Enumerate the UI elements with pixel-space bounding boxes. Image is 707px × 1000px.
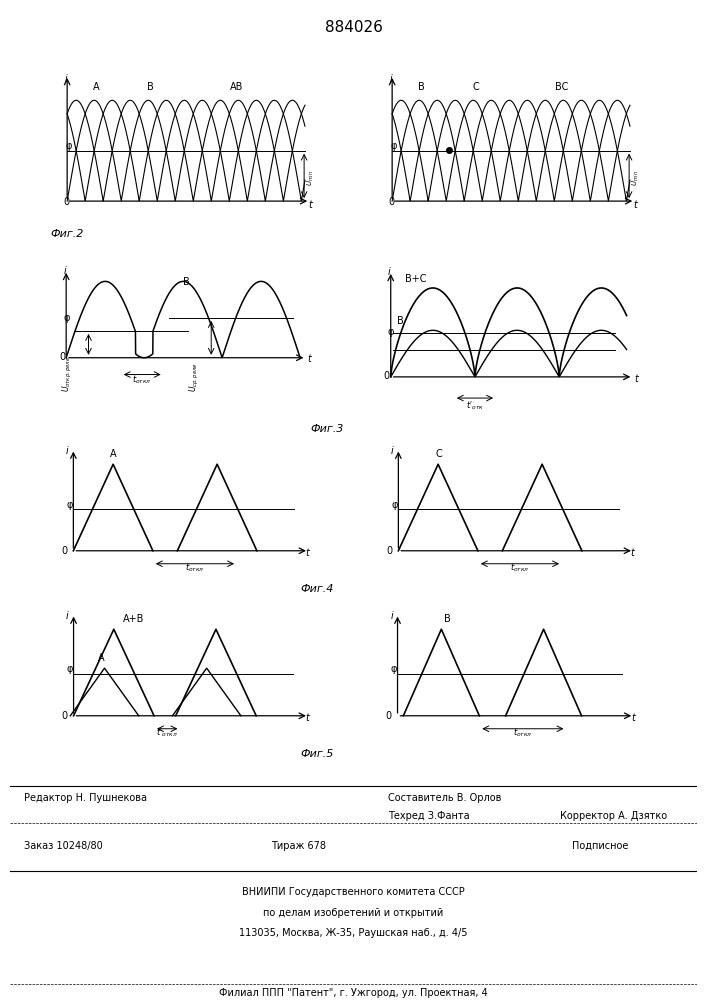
Text: 113035, Москва, Ж-35, Раушская наб., д. 4/5: 113035, Москва, Ж-35, Раушская наб., д. … <box>239 928 468 938</box>
Text: t: t <box>631 713 635 723</box>
Text: Заказ 10248/80: Заказ 10248/80 <box>24 841 103 851</box>
Text: 0: 0 <box>61 546 67 556</box>
Text: $U_{ср.реле}$: $U_{ср.реле}$ <box>188 362 201 392</box>
Text: $U_{min}$: $U_{min}$ <box>305 170 316 186</box>
Text: 884026: 884026 <box>325 20 382 35</box>
Text: C: C <box>435 449 442 459</box>
Text: φ: φ <box>390 141 397 151</box>
Text: 0: 0 <box>388 197 395 207</box>
Text: 0: 0 <box>62 711 67 721</box>
Text: φ: φ <box>63 313 70 323</box>
Text: C: C <box>472 82 479 92</box>
Text: $t'_{откл}$: $t'_{откл}$ <box>156 727 178 739</box>
Text: $U_{откр.реле}$: $U_{откр.реле}$ <box>61 356 74 392</box>
Text: AB: AB <box>230 82 243 92</box>
Text: A+B: A+B <box>123 614 144 624</box>
Text: Фиг.5: Фиг.5 <box>300 749 334 759</box>
Text: φ: φ <box>65 141 71 151</box>
Text: Фиг.4: Фиг.4 <box>300 584 334 594</box>
Text: $t_{откл}$: $t_{откл}$ <box>510 562 530 574</box>
Text: $U_{min}$: $U_{min}$ <box>631 170 641 186</box>
Text: $t'_{отк}$: $t'_{отк}$ <box>466 399 484 412</box>
Text: BC: BC <box>555 82 568 92</box>
Text: φ: φ <box>66 664 73 674</box>
Text: i: i <box>66 611 69 621</box>
Text: $t_{откл}$: $t_{откл}$ <box>132 373 152 386</box>
Text: φ: φ <box>66 499 73 510</box>
Text: i: i <box>66 446 69 456</box>
Text: i: i <box>390 74 392 84</box>
Text: ВНИИПИ Государственного комитета СССР: ВНИИПИ Государственного комитета СССР <box>242 887 465 897</box>
Text: Техред З.Фанта: Техред З.Фанта <box>388 811 469 821</box>
Text: i: i <box>64 74 67 84</box>
Text: φ: φ <box>391 499 397 510</box>
Text: $t_{откл}$: $t_{откл}$ <box>185 562 204 574</box>
Text: t: t <box>305 713 310 723</box>
Text: i: i <box>391 446 394 456</box>
Text: φ: φ <box>390 664 397 674</box>
Text: Подписное: Подписное <box>572 841 629 851</box>
Text: 0: 0 <box>386 711 392 721</box>
Text: A: A <box>110 449 117 459</box>
Text: i: i <box>390 611 393 621</box>
Text: $t_{откл}$: $t_{откл}$ <box>513 727 532 739</box>
Text: B: B <box>183 277 190 287</box>
Text: B: B <box>419 82 425 92</box>
Text: B: B <box>397 316 404 326</box>
Text: t: t <box>309 200 312 210</box>
Text: Фиг.2: Фиг.2 <box>50 229 83 239</box>
Text: t: t <box>634 374 638 384</box>
Text: 0: 0 <box>386 546 392 556</box>
Text: B: B <box>147 82 154 92</box>
Text: i: i <box>63 266 66 276</box>
Text: A: A <box>93 82 100 92</box>
Text: i: i <box>387 267 390 277</box>
Text: Филиал ППП "Патент", г. Ужгород, ул. Проектная, 4: Филиал ППП "Патент", г. Ужгород, ул. Про… <box>219 988 488 998</box>
Text: A: A <box>98 653 105 663</box>
Text: Фиг.3: Фиг.3 <box>310 424 344 434</box>
Text: t: t <box>633 200 638 210</box>
Text: B+C: B+C <box>406 274 427 284</box>
Text: t: t <box>631 548 635 558</box>
Text: Тираж 678: Тираж 678 <box>271 841 326 851</box>
Text: t: t <box>306 548 310 558</box>
Text: 0: 0 <box>383 371 390 381</box>
Text: B: B <box>444 614 451 624</box>
Text: Редактор Н. Пушнекова: Редактор Н. Пушнекова <box>24 793 147 803</box>
Text: φ: φ <box>387 327 394 337</box>
Text: t: t <box>307 354 311 364</box>
Text: по делам изобретений и открытий: по делам изобретений и открытий <box>264 908 443 918</box>
Text: 0: 0 <box>64 197 69 207</box>
Text: Корректор А. Дзятко: Корректор А. Дзятко <box>560 811 667 821</box>
Text: 0: 0 <box>59 352 65 362</box>
Text: Составитель В. Орлов: Составитель В. Орлов <box>388 793 501 803</box>
